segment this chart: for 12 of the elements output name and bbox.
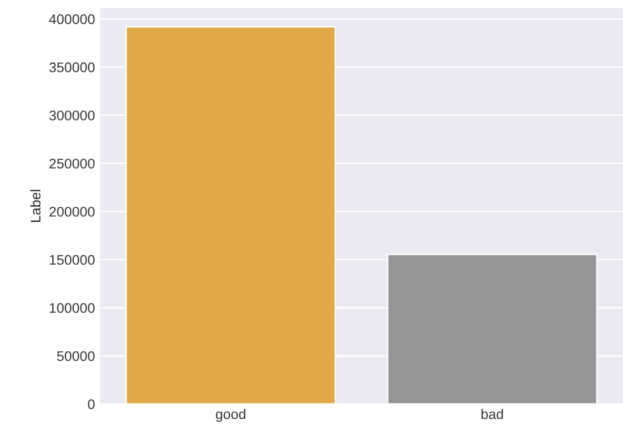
y-tick-label: 100000 bbox=[50, 303, 95, 313]
y-tick-label: 300000 bbox=[49, 110, 95, 120]
y-tick-label: 200000 bbox=[49, 206, 95, 217]
y-axis-title: Label bbox=[30, 190, 40, 222]
y-tick-label: 400000 bbox=[49, 14, 95, 24]
y-tick-label: 50000 bbox=[57, 351, 95, 362]
y-tick-label: 150000 bbox=[50, 254, 95, 265]
x-tick-label: bad bbox=[482, 408, 503, 420]
y-tick-label: 250000 bbox=[49, 158, 95, 169]
y-tick-label: 350000 bbox=[49, 62, 95, 72]
y-tick-label: 0 bbox=[88, 399, 95, 410]
x-tick-label: good bbox=[216, 408, 246, 422]
